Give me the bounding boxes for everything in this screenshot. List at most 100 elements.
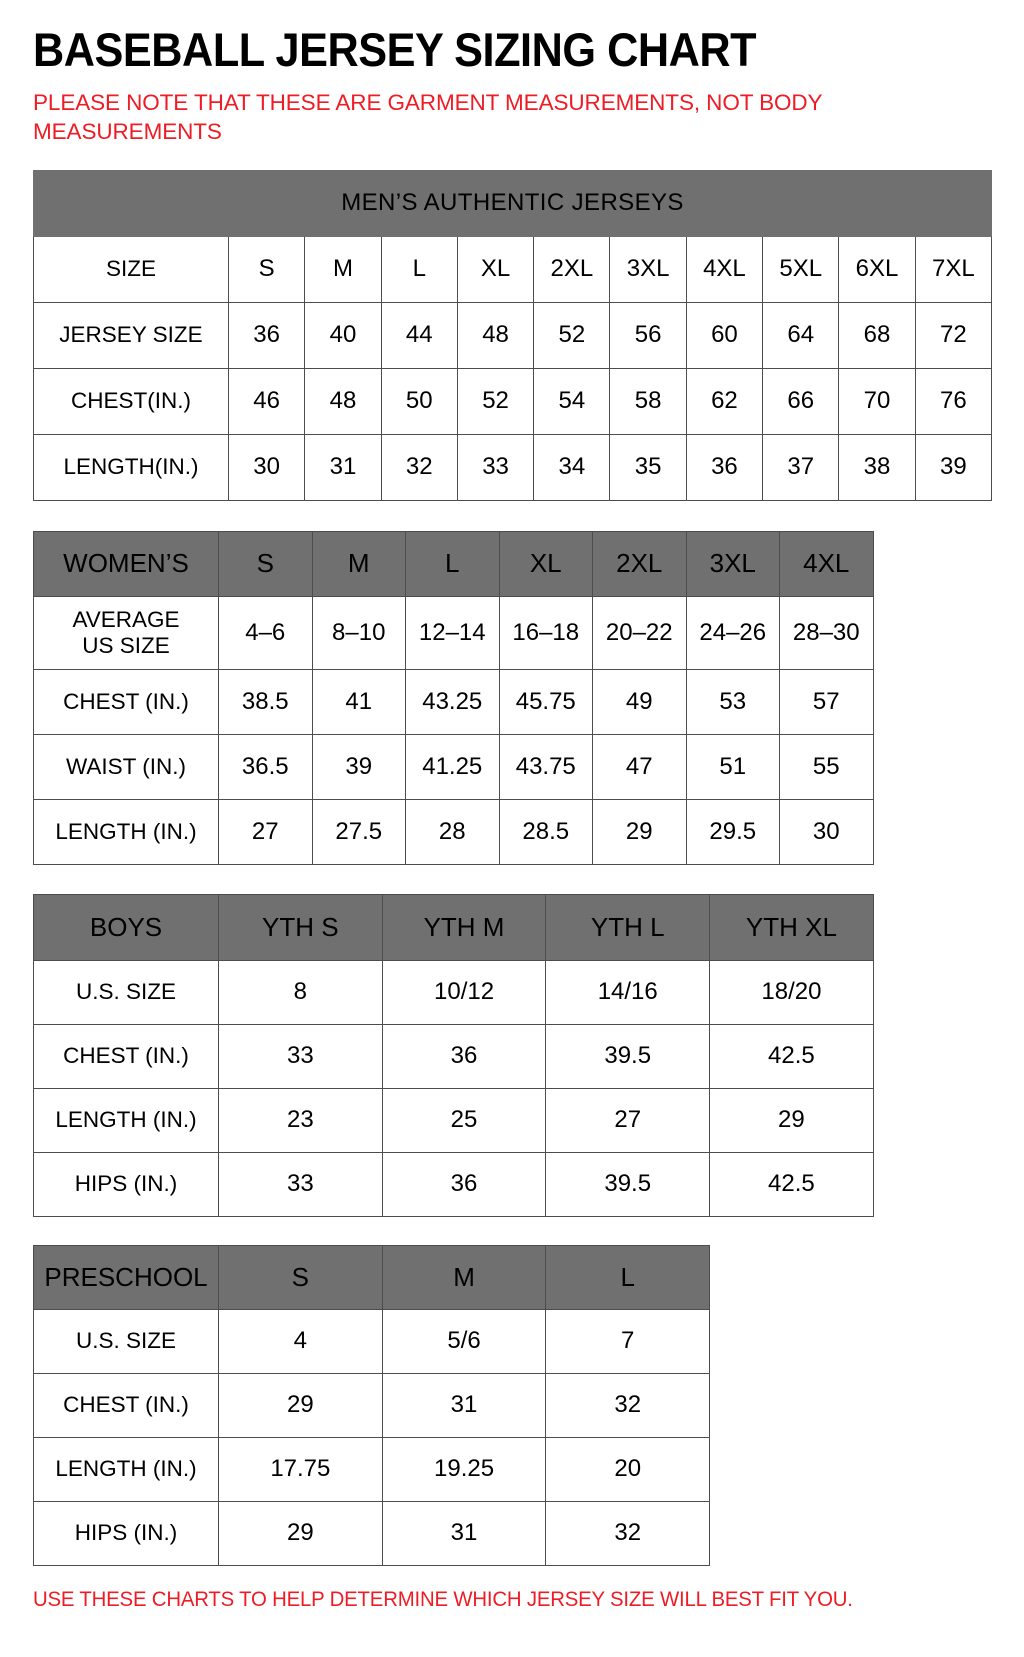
cell: 4 [218,1308,383,1374]
cell: 32 [545,1372,711,1438]
row-label: LENGTH (IN.) [33,1087,219,1153]
cell: 20 [545,1436,711,1502]
cell: 24–26 [685,595,780,670]
cell: 33 [218,1151,383,1217]
table-row: LENGTH (IN.) 17.75 19.25 20 [33,1436,711,1502]
cell: 37 [762,433,840,501]
cell: 70 [838,367,916,435]
cell: 39.5 [545,1151,711,1217]
cell: 27 [218,798,313,865]
mens-banner-row: MEN’S AUTHENTIC JERSEYS [32,169,993,237]
cell: 72 [914,301,993,369]
cell: 46 [227,367,306,435]
cell: 27.5 [311,798,406,865]
cell: 29 [218,1500,383,1566]
mens-col-6xl: 6XL [838,235,916,303]
cell: 44 [380,301,458,369]
mens-col-4xl: 4XL [685,235,764,303]
boys-col-yth-l: YTH L [545,893,711,961]
mens-col-m: M [304,235,382,303]
cell: 23 [218,1087,383,1153]
row-label: U.S. SIZE [33,1308,219,1374]
cell: 58 [609,367,687,435]
row-label: LENGTH (IN.) [33,798,219,865]
cell: 42.5 [709,1023,874,1089]
row-label: LENGTH (IN.) [33,1436,219,1502]
cell: 56 [609,301,687,369]
womens-col-3xl: 3XL [685,530,780,597]
cell: 31 [381,1500,547,1566]
womens-col-2xl: 2XL [592,530,687,597]
cell: 36.5 [218,733,313,800]
mens-col-7xl: 7XL [914,235,993,303]
cell: 53 [685,668,780,735]
mens-col-3xl: 3XL [609,235,687,303]
cell: 33 [218,1023,383,1089]
row-label: CHEST (IN.) [33,1023,219,1089]
womens-col-s: S [218,530,313,597]
preschool-column-header-row: PRESCHOOL S M L [33,1244,711,1310]
mens-sizing-table: MEN’S AUTHENTIC JERSEYS SIZE S M L XL 2X… [32,169,993,501]
cell: 41 [311,668,406,735]
cell: 36 [381,1023,547,1089]
table-row: LENGTH(IN.) 30 31 32 33 34 35 36 37 38 3… [33,433,993,501]
boys-corner-label: BOYS [33,893,219,961]
cell: 36 [227,301,306,369]
table-row: HIPS (IN.) 33 36 39.5 42.5 [33,1151,874,1217]
cell: 16–18 [498,595,593,670]
cell: 12–14 [405,595,500,670]
cell: 5/6 [381,1308,547,1374]
cell: 52 [533,301,611,369]
cell: 35 [609,433,687,501]
womens-column-header-row: WOMEN’S S M L XL 2XL 3XL 4XL [33,530,874,597]
cell: 4–6 [218,595,313,670]
row-label: HIPS (IN.) [33,1500,219,1566]
cell: 20–22 [592,595,687,670]
row-label: CHEST (IN.) [33,668,219,735]
cell: 47 [592,733,687,800]
womens-sizing-table: WOMEN’S S M L XL 2XL 3XL 4XL AVERAGE US … [33,530,874,865]
table-row: LENGTH (IN.) 27 27.5 28 28.5 29 29.5 30 [33,798,874,865]
cell: 25 [381,1087,547,1153]
table-row: WAIST (IN.) 36.5 39 41.25 43.75 47 51 55 [33,733,874,800]
row-label: U.S. SIZE [33,959,219,1025]
table-row: LENGTH (IN.) 23 25 27 29 [33,1087,874,1153]
cell: 36 [685,433,764,501]
cell: 33 [456,433,535,501]
mens-col-2xl: 2XL [533,235,611,303]
cell: 76 [914,367,993,435]
footer-note: USE THESE CHARTS TO HELP DETERMINE WHICH… [33,1587,853,1611]
cell: 45.75 [498,668,593,735]
cell: 30 [779,798,874,865]
boys-sizing-table: BOYS YTH S YTH M YTH L YTH XL U.S. SIZE … [33,893,874,1217]
table-row: JERSEY SIZE 36 40 44 48 52 56 60 64 68 7… [33,301,993,369]
preschool-corner-label: PRESCHOOL [33,1244,219,1310]
page-title: BASEBALL JERSEY SIZING CHART [33,23,757,76]
cell: 49 [592,668,687,735]
cell: 39 [914,433,993,501]
table-row: CHEST (IN.) 29 31 32 [33,1372,711,1438]
garment-measurement-note: PLEASE NOTE THAT THESE ARE GARMENT MEASU… [33,90,823,144]
preschool-col-s: S [218,1244,383,1310]
cell: 52 [456,367,535,435]
mens-col-5xl: 5XL [762,235,840,303]
cell: 17.75 [218,1436,383,1502]
cell: 27 [545,1087,711,1153]
boys-column-header-row: BOYS YTH S YTH M YTH L YTH XL [33,893,874,961]
cell: 50 [380,367,458,435]
cell: 51 [685,733,780,800]
cell: 28–30 [779,595,874,670]
cell: 32 [545,1500,711,1566]
womens-col-4xl: 4XL [779,530,874,597]
preschool-col-l: L [545,1244,711,1310]
cell: 42.5 [709,1151,874,1217]
cell: 55 [779,733,874,800]
row-label: HIPS (IN.) [33,1151,219,1217]
womens-col-xl: XL [498,530,593,597]
cell: 29.5 [685,798,780,865]
cell: 40 [304,301,382,369]
cell: 60 [685,301,764,369]
mens-col-s: S [227,235,306,303]
cell: 64 [762,301,840,369]
boys-col-yth-s: YTH S [218,893,383,961]
